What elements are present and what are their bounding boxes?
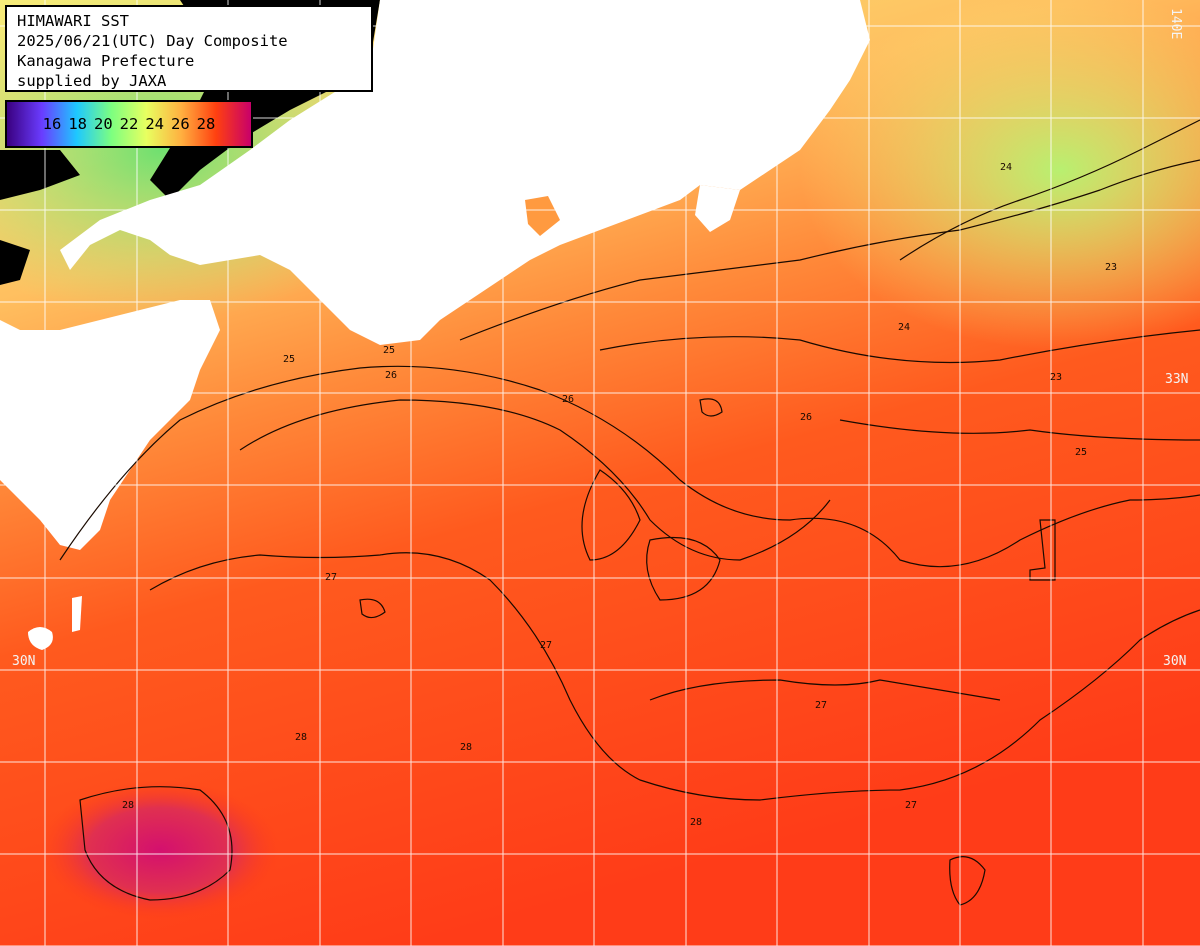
legend-tick: 16 xyxy=(42,115,62,133)
contour-label: 27 xyxy=(905,800,917,811)
legend-tick: 22 xyxy=(119,115,139,133)
contour-label: 26 xyxy=(562,394,574,405)
contour-label: 28 xyxy=(460,742,472,753)
cloud-mask-west-2 xyxy=(0,240,30,285)
land-ise-bay xyxy=(695,185,740,232)
contour-label: 24 xyxy=(898,322,910,333)
contour-label: 28 xyxy=(295,732,307,743)
hot-core-southwest xyxy=(40,780,280,920)
land-kyushu-coast xyxy=(0,400,45,470)
title-line-date: 2025/06/21(UTC) Day Composite xyxy=(17,32,288,50)
temperature-legend: 16 18 20 22 24 26 28 xyxy=(5,100,253,148)
legend-tick: 28 xyxy=(196,115,216,133)
contour-label: 28 xyxy=(122,800,134,811)
title-line-product: HIMAWARI SST xyxy=(17,12,129,30)
land-tanegashima xyxy=(28,627,53,650)
land-islet-north xyxy=(475,150,500,188)
contour-label: 27 xyxy=(325,572,337,583)
land-shikoku-kyushu xyxy=(0,300,220,550)
contour-label: 28 xyxy=(690,817,702,828)
contour-label: 24 xyxy=(1000,162,1012,173)
latitude-label-30n-left: 30N xyxy=(12,654,36,669)
contour-label: 23 xyxy=(1105,262,1117,273)
contour-label: 25 xyxy=(1075,447,1087,458)
latitude-label-33n: 33N xyxy=(1165,372,1189,387)
legend-tick: 24 xyxy=(145,115,164,133)
contour-value-labels: 25 25 26 26 26 27 27 27 27 24 24 23 23 2… xyxy=(122,162,1117,828)
contour-label: 26 xyxy=(385,370,397,381)
land-yakushima xyxy=(72,596,82,632)
land-honshu-west xyxy=(60,0,870,345)
legend-tick: 20 xyxy=(93,115,113,133)
contour-label: 27 xyxy=(540,640,552,651)
title-line-agency: Kanagawa Prefecture xyxy=(17,52,195,70)
map-title-box: HIMAWARI SST 2025/06/21(UTC) Day Composi… xyxy=(5,5,373,92)
cool-water-northeast xyxy=(800,0,1200,350)
isotherm-contours xyxy=(59,119,1200,906)
contour-label: 26 xyxy=(800,412,812,423)
legend-tick: 18 xyxy=(68,115,87,133)
contour-label: 25 xyxy=(283,354,295,365)
longitude-label-140e: 140E xyxy=(1168,8,1183,40)
cloud-mask-west xyxy=(0,150,80,200)
land-coast-kii xyxy=(525,196,560,236)
legend-tick: 26 xyxy=(171,115,190,133)
contour-label: 23 xyxy=(1050,372,1062,383)
latitude-label-30n-right: 30N xyxy=(1163,654,1187,669)
contour-label: 25 xyxy=(383,345,395,356)
title-line-supplier: supplied by JAXA xyxy=(17,72,167,90)
contour-label: 27 xyxy=(815,700,827,711)
